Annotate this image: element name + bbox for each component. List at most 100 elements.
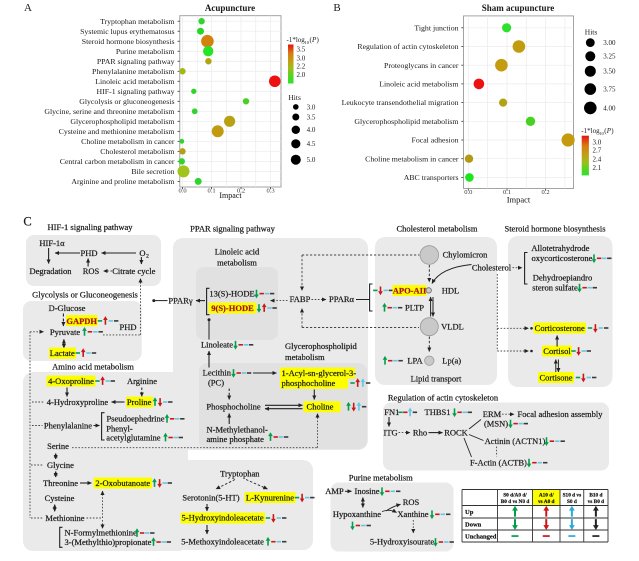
svg-text:Arginine: Arginine (127, 376, 157, 386)
svg-text:PLTP: PLTP (405, 302, 424, 312)
svg-text:4.00: 4.00 (603, 104, 616, 112)
svg-text:Glycerophospholipid metabolism: Glycerophospholipid metabolism (354, 117, 458, 126)
svg-text:(: ( (604, 127, 607, 135)
svg-text:Hypoxanthine: Hypoxanthine (333, 509, 381, 519)
svg-text:oxycorticosterone: oxycorticosterone (532, 253, 593, 263)
svg-text:5-Methoxyindoleacetate: 5-Methoxyindoleacetate (181, 536, 264, 546)
svg-text:3.5: 3.5 (297, 46, 306, 54)
svg-text:Lipid transport: Lipid transport (411, 374, 462, 384)
svg-text:0.2: 0.2 (237, 188, 245, 195)
svg-text:B0 d vs N0 d: B0 d vs N0 d (501, 499, 530, 505)
svg-text:HIF-1 signaling pathway: HIF-1 signaling pathway (97, 87, 175, 96)
svg-text:Lecithin: Lecithin (203, 368, 232, 378)
svg-text:Arginine and proline metabolis: Arginine and proline metabolism (71, 177, 174, 186)
svg-text:Xanthine: Xanthine (397, 509, 428, 519)
svg-text:phosphocholine: phosphocholine (282, 378, 336, 388)
svg-text:A10 d/: A10 d/ (539, 493, 554, 499)
svg-text:Purine metabolism: Purine metabolism (349, 472, 413, 482)
svg-text:5.0: 5.0 (307, 156, 316, 164)
svg-text:FN1: FN1 (384, 407, 399, 417)
svg-text:A: A (24, 2, 32, 14)
svg-text:Central carbon metabolism in c: Central carbon metabolism in cancer (60, 157, 175, 166)
svg-text:3.50: 3.50 (603, 68, 616, 76)
svg-text:Hits: Hits (585, 28, 598, 37)
svg-text:ERM: ERM (483, 409, 502, 419)
svg-text:Corticosterone: Corticosterone (535, 323, 585, 333)
svg-text:Linoleic acid: Linoleic acid (215, 247, 260, 257)
svg-text:Cortisone: Cortisone (539, 372, 572, 382)
svg-text:0.0: 0.0 (464, 189, 472, 196)
svg-text:Cholesterol: Cholesterol (472, 262, 512, 272)
svg-text:Serotonin(5-HT): Serotonin(5-HT) (182, 492, 239, 502)
svg-text:3.75: 3.75 (603, 86, 616, 94)
svg-text:Regulation of actin cytoskelet: Regulation of actin cytoskeleton (357, 42, 458, 51)
svg-text:3-(Methylthio)propionate: 3-(Methylthio)propionate (65, 537, 152, 547)
svg-text:PHD: PHD (119, 322, 136, 332)
svg-text:C: C (23, 214, 31, 228)
svg-text:S0 d: S0 d (567, 499, 577, 505)
svg-text:Glycine: Glycine (47, 460, 74, 470)
svg-text:O: O (139, 248, 145, 258)
svg-text:APO-AII: APO-AII (393, 285, 427, 295)
svg-text:PPARα: PPARα (329, 294, 354, 304)
svg-text:PPAR signaling pathway: PPAR signaling pathway (97, 57, 175, 66)
svg-text:10: 10 (305, 40, 310, 45)
svg-text:acetylglutamine: acetylglutamine (106, 432, 161, 442)
svg-text:2: 2 (146, 254, 149, 260)
svg-text:2.4: 2.4 (593, 155, 602, 163)
svg-text:Unchanged: Unchanged (465, 533, 497, 540)
svg-text:Leukocyte transendothelial mig: Leukocyte transendothelial migration (342, 98, 459, 107)
svg-text:D-Glucose: D-Glucose (49, 303, 86, 313)
svg-text:4-Hydroxyproline: 4-Hydroxyproline (47, 397, 109, 407)
svg-text:PHD: PHD (80, 248, 97, 258)
svg-text:HIF-1 signaling pathway: HIF-1 signaling pathway (48, 222, 134, 232)
svg-text:Pyruvate: Pyruvate (50, 327, 80, 337)
svg-text:Cholesterol metabolism: Cholesterol metabolism (100, 147, 174, 156)
svg-text:amine phosphate: amine phosphate (207, 434, 265, 444)
svg-text:HIF-1α: HIF-1α (39, 238, 65, 248)
svg-text:Choline: Choline (307, 402, 334, 412)
svg-text:Cysteine and methionine metabo: Cysteine and methionine metabolism (59, 127, 175, 136)
svg-text:Serine: Serine (47, 441, 69, 451)
svg-text:Systemic lupus erythematosus: Systemic lupus erythematosus (80, 27, 174, 36)
svg-text:steron sulfate: steron sulfate (532, 282, 578, 292)
svg-text:PPARγ: PPARγ (168, 295, 192, 305)
svg-text:Sham acupuncture: Sham acupuncture (482, 3, 555, 13)
svg-text:0.0: 0.0 (178, 188, 186, 195)
svg-text:Steroid hormone biosynthesis: Steroid hormone biosynthesis (82, 37, 175, 46)
svg-text:3.0: 3.0 (297, 55, 306, 63)
svg-text:4.0: 4.0 (307, 126, 316, 134)
svg-text:Tight junction: Tight junction (414, 23, 458, 32)
svg-text:Focal adhesion: Focal adhesion (412, 136, 459, 145)
svg-text:(: ( (310, 36, 313, 44)
svg-text:ROS: ROS (83, 266, 100, 276)
svg-text:2.7: 2.7 (593, 147, 602, 155)
svg-text:GAPDH: GAPDH (66, 316, 97, 326)
svg-text:ROS: ROS (403, 497, 420, 507)
svg-text:Steroid hormone biosynthesis: Steroid hormone biosynthesis (504, 224, 605, 234)
svg-text:4-Oxoproline: 4-Oxoproline (48, 376, 94, 386)
svg-text:Linoleate: Linoleate (201, 340, 233, 350)
svg-text:Actinin (ACTN1): Actinin (ACTN1) (485, 436, 546, 446)
svg-text:Cholesterol metabolism: Cholesterol metabolism (397, 224, 478, 234)
svg-text:PPAR signaling pathway: PPAR signaling pathway (190, 224, 275, 234)
svg-text:Citrate cycle: Citrate cycle (112, 266, 155, 276)
svg-text:0.2: 0.2 (542, 189, 550, 196)
svg-text:P: P (606, 127, 612, 135)
svg-text:Pseudoephedrine: Pseudoephedrine (106, 414, 164, 424)
svg-text:3.00: 3.00 (603, 39, 616, 47)
svg-text:Hits: Hits (288, 93, 301, 102)
svg-text:P: P (311, 36, 317, 44)
svg-text:ITG: ITG (384, 427, 398, 437)
svg-text:HDL: HDL (442, 285, 459, 295)
svg-text:2.2: 2.2 (297, 63, 306, 71)
svg-text:2-Oxobutanoate: 2-Oxobutanoate (95, 478, 150, 488)
svg-text:ABC transporters: ABC transporters (404, 173, 459, 182)
svg-text:Threonine: Threonine (43, 478, 78, 488)
svg-text:Glycerophospholipid metabolism: Glycerophospholipid metabolism (70, 117, 174, 126)
svg-text:3.0: 3.0 (593, 138, 602, 146)
svg-text:Linoleic acid metabolism: Linoleic acid metabolism (379, 80, 458, 89)
svg-text:FABP: FABP (290, 294, 311, 304)
svg-text:Tryptophan: Tryptophan (220, 468, 260, 478)
svg-text:): ) (317, 36, 320, 44)
